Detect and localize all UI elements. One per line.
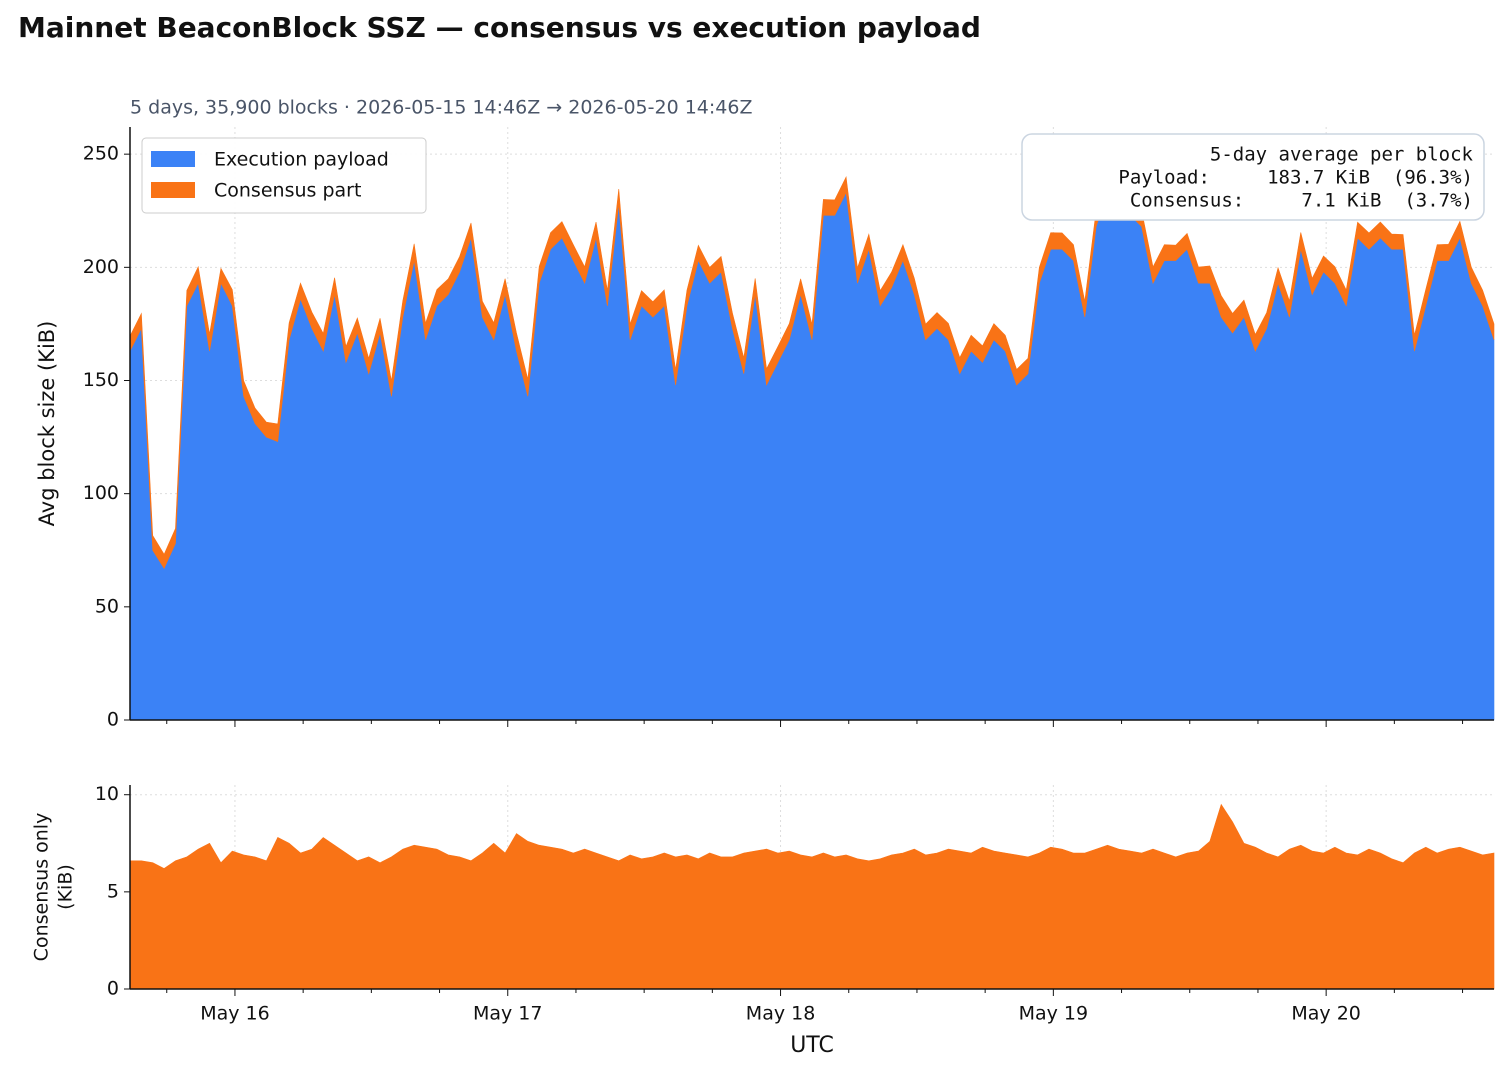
y-tick-label: 10: [95, 783, 119, 805]
chart-subtitle: 5 days, 35,900 blocks · 2026-05-15 14:46…: [130, 97, 752, 119]
y-tick-label: 200: [83, 256, 119, 278]
annotation-box: [1021, 133, 1485, 221]
annotation-text: Consensus: 7.1 KiB (3.7%): [1130, 190, 1473, 212]
chart-title: Mainnet BeaconBlock SSZ — consensus vs e…: [18, 11, 981, 44]
x-axis-label: UTC: [790, 1033, 834, 1058]
x-tick-label: May 20: [1291, 1003, 1361, 1025]
legend-swatch: [151, 151, 195, 167]
area: [129, 175, 1495, 569]
annotation-text: Payload: 183.7 KiB (96.3%): [1118, 167, 1473, 189]
y-tick-label: 0: [107, 978, 119, 1000]
x-tick-label: May 17: [473, 1003, 543, 1025]
legend-box: [141, 137, 427, 214]
y-tick-label: 250: [83, 143, 119, 165]
y-axis-label: (KiB): [55, 864, 77, 910]
annotation-text: 5-day average per block: [1210, 144, 1474, 166]
y-tick-label: 50: [95, 595, 119, 617]
y-axis-label: Consensus only: [31, 813, 53, 962]
y-tick-label: 100: [83, 482, 119, 504]
y-tick-label: 0: [107, 709, 119, 731]
legend-swatch: [151, 182, 195, 198]
x-tick-label: May 18: [746, 1003, 816, 1025]
y-tick-label: 150: [83, 369, 119, 391]
x-tick-label: May 19: [1019, 1003, 1089, 1025]
legend-label: Execution payload: [214, 149, 389, 171]
x-tick-label: May 16: [200, 1003, 270, 1025]
legend-label: Consensus part: [214, 180, 361, 202]
y-tick-label: 5: [107, 880, 119, 902]
y-axis-label: Avg block size (KiB): [35, 321, 59, 527]
